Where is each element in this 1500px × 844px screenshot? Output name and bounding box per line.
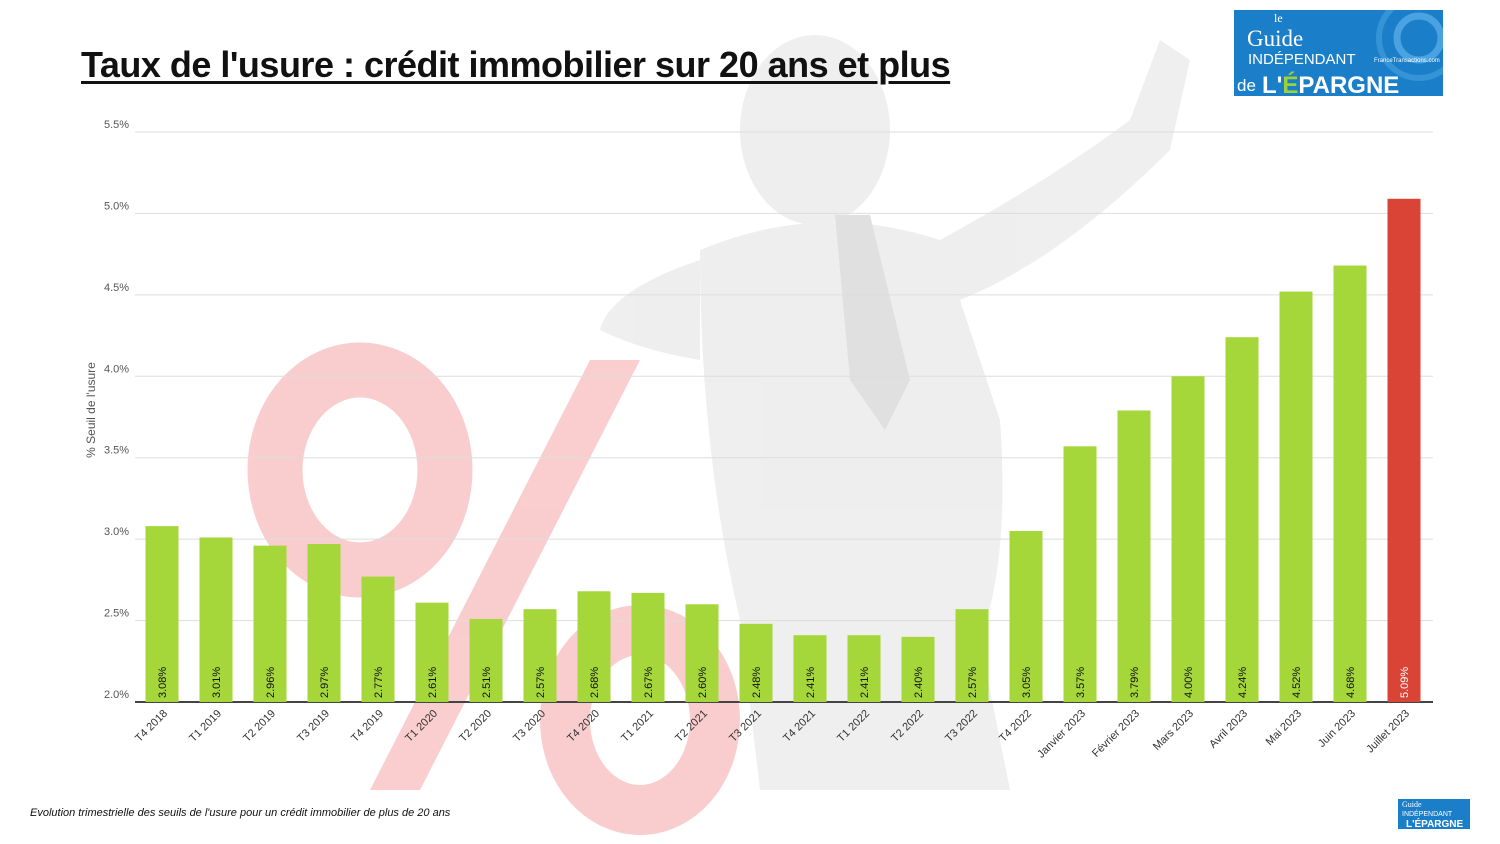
bar	[1171, 376, 1205, 702]
chart-caption: Evolution trimestrielle des seuils de l'…	[30, 807, 451, 819]
y-tick-label: 4.5%	[104, 282, 129, 294]
svg-text:L'ÉPARGNE: L'ÉPARGNE	[1406, 817, 1464, 829]
data-label: 2.61%	[427, 667, 439, 698]
bar	[1117, 410, 1151, 702]
y-tick-label: 4.0%	[104, 363, 129, 375]
bar	[955, 609, 989, 702]
data-label: 3.08%	[157, 667, 169, 698]
bar	[685, 604, 719, 702]
data-label: 4.00%	[1183, 667, 1195, 698]
x-tick-label: T4 2021	[781, 708, 818, 745]
bar	[1387, 198, 1421, 702]
x-tick-label: Janvier 2023	[1035, 708, 1088, 761]
data-label: 4.24%	[1237, 667, 1249, 698]
x-tick-label: T2 2019	[241, 708, 278, 745]
x-tick-label: T4 2022	[997, 708, 1034, 745]
x-tick-label: Mai 2023	[1264, 708, 1304, 748]
data-label: 2.51%	[481, 667, 493, 698]
bar	[145, 526, 179, 702]
svg-text:INDÉPENDANT: INDÉPENDANT	[1402, 809, 1453, 818]
data-label: 3.57%	[1075, 667, 1087, 698]
y-tick-label: 3.0%	[104, 526, 129, 538]
data-label: 2.41%	[805, 667, 817, 698]
x-tick-label: T3 2021	[727, 708, 764, 745]
x-tick-label: T2 2021	[673, 708, 710, 745]
x-tick-label: T4 2020	[565, 708, 602, 745]
data-label: 2.77%	[373, 667, 385, 698]
x-tick-label: T1 2021	[619, 708, 656, 745]
bar	[1279, 291, 1313, 702]
data-label: 2.57%	[535, 667, 547, 698]
x-tick-label: Mars 2023	[1151, 708, 1196, 753]
footer-logo: Guide INDÉPENDANT L'ÉPARGNE	[1398, 799, 1470, 829]
data-label: 2.97%	[319, 667, 331, 698]
data-label: 4.68%	[1345, 667, 1357, 698]
svg-text:INDÉPENDANT: INDÉPENDANT	[1248, 51, 1356, 68]
x-tick-label: T1 2022	[835, 708, 872, 745]
x-tick-label: Juin 2023	[1316, 708, 1358, 750]
data-label: 2.57%	[967, 667, 979, 698]
data-label: 4.52%	[1291, 667, 1303, 698]
x-tick-label: T1 2019	[187, 708, 224, 745]
y-tick-label: 5.0%	[104, 200, 129, 212]
data-label: 3.01%	[211, 667, 223, 698]
bar	[631, 592, 665, 702]
y-tick-label: 2.0%	[104, 689, 129, 701]
data-label: 2.48%	[751, 667, 763, 698]
bar	[793, 635, 827, 702]
svg-text:FranceTransactions.com: FranceTransactions.com	[1374, 58, 1440, 64]
bar	[253, 545, 287, 702]
x-tick-label: T2 2022	[889, 708, 926, 745]
y-tick-label: 3.5%	[104, 445, 129, 457]
x-tick-label: T4 2019	[349, 708, 386, 745]
svg-text:L'ÉPARGNE: L'ÉPARGNE	[1262, 71, 1399, 96]
svg-text:le: le	[1274, 11, 1283, 25]
bar	[1333, 265, 1367, 702]
data-label: 2.40%	[913, 667, 925, 698]
x-tick-label: T3 2022	[943, 708, 980, 745]
x-tick-label: Février 2023	[1090, 708, 1142, 760]
y-tick-label: 5.5%	[104, 119, 129, 131]
bar	[523, 609, 557, 702]
x-tick-label: T2 2020	[457, 708, 494, 745]
x-tick-label: T4 2018	[133, 708, 170, 745]
bar	[307, 544, 341, 702]
data-label: 2.41%	[859, 667, 871, 698]
logo: le Guide INDÉPENDANT FranceTransactions.…	[1234, 10, 1443, 96]
bar	[577, 591, 611, 702]
svg-text:de: de	[1237, 76, 1256, 95]
svg-text:Guide: Guide	[1402, 800, 1422, 809]
x-tick-label: Avril 2023	[1207, 708, 1250, 751]
bar	[199, 537, 233, 702]
bar	[1225, 337, 1259, 702]
data-label: 5.09%	[1399, 667, 1411, 698]
bar	[739, 623, 773, 702]
x-tick-label: T3 2020	[511, 708, 548, 745]
svg-text:Guide: Guide	[1247, 26, 1303, 51]
x-tick-label: Juillet 2023	[1364, 708, 1412, 756]
data-label: 2.60%	[697, 667, 709, 698]
bar	[1063, 446, 1097, 702]
page-title: Taux de l'usure : crédit immobilier sur …	[81, 44, 951, 85]
data-label: 3.79%	[1129, 667, 1141, 698]
bar	[1009, 531, 1043, 702]
bar	[469, 618, 503, 702]
x-tick-label: T3 2019	[295, 708, 332, 745]
y-axis-title: % Seuil de l'usure	[84, 362, 98, 458]
bar	[847, 635, 881, 702]
data-label: 3.05%	[1021, 667, 1033, 698]
bar	[415, 602, 449, 702]
bar	[901, 636, 935, 702]
data-label: 2.96%	[265, 667, 277, 698]
x-tick-label: T1 2020	[403, 708, 440, 745]
data-label: 2.68%	[589, 667, 601, 698]
data-label: 2.67%	[643, 667, 655, 698]
logo-graphic: le Guide INDÉPENDANT FranceTransactions.…	[1237, 10, 1443, 96]
footer-logo-graphic: Guide INDÉPENDANT L'ÉPARGNE	[1402, 800, 1464, 829]
bar	[361, 576, 395, 702]
y-tick-label: 2.5%	[104, 608, 129, 620]
